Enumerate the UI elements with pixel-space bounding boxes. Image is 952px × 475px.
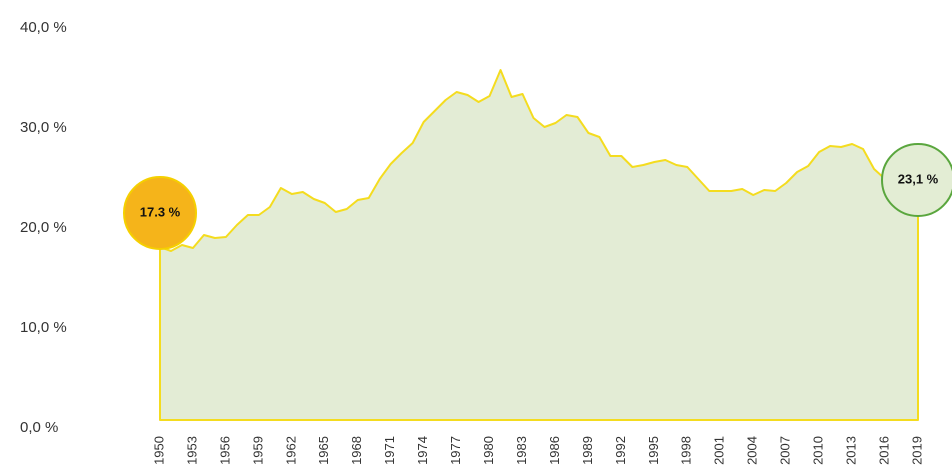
y-tick-label: 20,0 % — [20, 219, 67, 236]
x-tick-label: 1968 — [349, 436, 364, 465]
x-tick-label: 1953 — [184, 436, 199, 465]
x-tick-label: 1956 — [217, 436, 232, 465]
x-tick-label: 1980 — [481, 436, 496, 465]
start-bubble — [123, 176, 197, 250]
x-tick-label: 2001 — [712, 436, 727, 465]
x-tick-label: 2010 — [811, 436, 826, 465]
x-tick-label: 1971 — [382, 436, 397, 465]
start-label: 17.3 % — [140, 204, 181, 219]
x-tick-label: 1950 — [151, 436, 166, 465]
y-tick-label: 10,0 % — [20, 319, 67, 336]
x-tick-label: 2013 — [844, 436, 859, 465]
x-tick-label: 2004 — [745, 436, 760, 465]
x-tick-label: 1959 — [250, 436, 265, 465]
x-tick-label: 1983 — [514, 436, 529, 465]
x-tick-label: 1977 — [448, 436, 463, 465]
end-bubble — [881, 143, 952, 217]
x-tick-label: 2019 — [909, 436, 924, 465]
x-tick-label: 1992 — [613, 436, 628, 465]
x-tick-label: 1998 — [679, 436, 694, 465]
x-tick-label: 2016 — [876, 436, 891, 465]
x-tick-label: 1995 — [646, 436, 661, 465]
x-tick-label: 1986 — [547, 436, 562, 465]
y-tick-label: 0,0 % — [20, 419, 58, 436]
y-tick-label: 40,0 % — [20, 19, 67, 36]
y-tick-label: 30,0 % — [20, 119, 67, 136]
x-tick-label: 2007 — [778, 436, 793, 465]
x-tick-label: 1974 — [415, 436, 430, 465]
end-label: 23,1 % — [898, 171, 939, 186]
area — [159, 69, 919, 421]
x-tick-label: 1989 — [580, 436, 595, 465]
x-tick-label: 1965 — [316, 436, 331, 465]
x-tick-label: 1962 — [283, 436, 298, 465]
